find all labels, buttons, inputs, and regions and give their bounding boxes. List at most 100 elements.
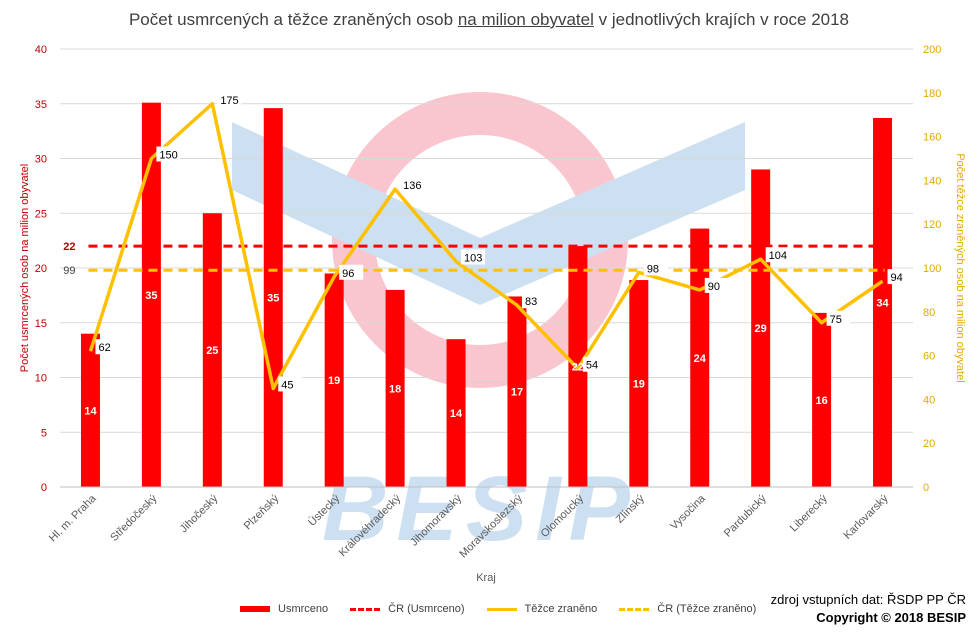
y-axis-title: Počet usmrcených osob na milion obyvatel bbox=[19, 164, 31, 373]
line-data-label: 94 bbox=[891, 272, 903, 284]
line-data-label: 83 bbox=[525, 296, 537, 308]
legend-swatch bbox=[486, 607, 517, 611]
bar-usmrceno bbox=[385, 289, 405, 487]
y2-tick-label: 20 bbox=[923, 438, 935, 450]
reference-label-cr-tezce-zraneno: 99 bbox=[63, 265, 75, 277]
bar-data-label: 29 bbox=[755, 323, 767, 335]
line-label-bg bbox=[217, 91, 242, 107]
category-label: Vysočina bbox=[668, 492, 708, 532]
bar-data-label: 19 bbox=[633, 379, 645, 391]
legend-item-tezce-zraneno: Těžce zraněno bbox=[486, 603, 597, 615]
y2-tick-label: 0 bbox=[923, 482, 929, 494]
title-part2: na milion obyvatel bbox=[457, 10, 594, 29]
line-label-bg bbox=[278, 376, 303, 392]
legend-label: Usmrceno bbox=[278, 603, 329, 615]
line-label-bg bbox=[582, 356, 607, 372]
category-label: Plzeňský bbox=[242, 492, 282, 532]
bar-series bbox=[80, 102, 893, 488]
title-part3: v jednotlivých krajích v roce 2018 bbox=[593, 10, 850, 29]
y2-tick-label: 40 bbox=[923, 394, 935, 406]
y2-tick-label: 180 bbox=[923, 88, 941, 100]
category-label: Karlovarský bbox=[842, 492, 891, 541]
line-data-label: 136 bbox=[403, 180, 421, 192]
chart-title: Počet usmrcených a těžce zraněných osob … bbox=[0, 10, 978, 30]
line-series bbox=[88, 102, 884, 391]
line-label-bg bbox=[704, 277, 729, 293]
legend-item-usmrceno: Usmrceno bbox=[240, 603, 328, 615]
legend-item-cr-tezce-zraneno: ČR (Těžce zraněno) bbox=[619, 603, 756, 615]
line-data-label: 75 bbox=[830, 314, 842, 326]
y-tick-label: 40 bbox=[35, 44, 47, 56]
y-tick-label: 25 bbox=[35, 208, 47, 220]
y2-tick-label: 160 bbox=[923, 132, 941, 144]
line-data-label: 54 bbox=[586, 360, 598, 372]
y2-tick-label: 200 bbox=[923, 44, 941, 56]
category-label: Hl. m. Praha bbox=[47, 492, 99, 544]
line-data-label: 96 bbox=[342, 268, 354, 280]
grid-lines bbox=[60, 48, 913, 488]
title-part1: Počet usmrcených a těžce zraněných osob bbox=[128, 10, 458, 29]
category-label: Liberecký bbox=[788, 492, 830, 534]
line-data-label: 98 bbox=[647, 263, 659, 275]
data-labels: 14 35 25 35 19 18 14 17 22 19 24 29 16 34 22 99 62 150 175… bbox=[63, 91, 912, 420]
bar-usmrceno bbox=[751, 169, 771, 487]
y-tick-label: 30 bbox=[35, 154, 47, 166]
y-tick-label: 35 bbox=[35, 99, 47, 111]
category-label: Pardubický bbox=[722, 492, 769, 539]
bar-usmrceno bbox=[263, 108, 283, 487]
bar-data-label: 25 bbox=[206, 345, 218, 357]
bar-data-label: 17 bbox=[511, 387, 523, 399]
line-label-bg bbox=[765, 247, 790, 263]
bar-data-label: 22 bbox=[572, 362, 584, 374]
line-data-label: 90 bbox=[708, 281, 720, 293]
bar-data-label: 16 bbox=[815, 395, 827, 407]
line-label-bg bbox=[826, 310, 851, 326]
bar-usmrceno bbox=[812, 312, 832, 487]
besip-watermark: BESIP bbox=[232, 92, 745, 560]
line-data-label: 62 bbox=[98, 342, 110, 354]
line-label-bg bbox=[95, 339, 120, 355]
y2-tick-label: 140 bbox=[923, 175, 941, 187]
line-label-bg bbox=[156, 146, 181, 162]
legend-label: ČR (Těžce zraněno) bbox=[657, 603, 757, 615]
bar-data-label: 19 bbox=[328, 375, 340, 387]
bar-usmrceno bbox=[629, 280, 649, 487]
reference-label-cr-usmrceno: 22 bbox=[63, 241, 75, 253]
y-tick-label: 0 bbox=[41, 482, 47, 494]
x-axis-title: Kraj bbox=[476, 572, 496, 584]
y-tick-label: 5 bbox=[41, 427, 47, 439]
category-label: Jihočeský bbox=[178, 492, 221, 535]
bar-usmrceno bbox=[324, 273, 344, 487]
line-label-bg bbox=[461, 249, 486, 265]
y-tick-label: 20 bbox=[35, 263, 47, 275]
line-label-bg bbox=[521, 293, 546, 309]
legend: Usmrceno ČR (Usmrceno) Těžce zraněno ČR … bbox=[240, 603, 778, 615]
legend-label: ČR (Usmrceno) bbox=[388, 603, 465, 615]
legend-swatch bbox=[350, 607, 381, 611]
bar-data-label: 14 bbox=[84, 405, 97, 417]
line-label-bg bbox=[887, 269, 912, 285]
bar-data-label: 35 bbox=[267, 293, 279, 305]
bar-usmrceno bbox=[80, 333, 100, 487]
line-label-bg bbox=[339, 264, 364, 280]
bar-data-label: 34 bbox=[876, 297, 889, 309]
bar-usmrceno bbox=[690, 228, 710, 487]
y2-tick-label: 120 bbox=[923, 219, 941, 231]
y2-tick-label: 60 bbox=[923, 351, 935, 363]
y2-axis-title: Počet těžce zraněných osob na milion oby… bbox=[954, 153, 966, 382]
y-tick-label: 15 bbox=[35, 318, 47, 330]
line-data-label: 103 bbox=[464, 252, 482, 264]
line-label-bg bbox=[643, 260, 668, 276]
bar-usmrceno bbox=[873, 117, 893, 488]
category-label: Středočeský bbox=[108, 492, 160, 544]
bar-usmrceno bbox=[507, 296, 527, 487]
y2-tick-label: 80 bbox=[923, 307, 935, 319]
line-data-label: 104 bbox=[769, 250, 787, 262]
bar-usmrceno bbox=[141, 102, 161, 487]
y-tick-label: 10 bbox=[35, 373, 47, 385]
bar-usmrceno bbox=[446, 339, 466, 487]
bar-usmrceno bbox=[202, 213, 222, 487]
reference-lines bbox=[88, 244, 885, 272]
y2-tick-label: 100 bbox=[923, 263, 941, 275]
